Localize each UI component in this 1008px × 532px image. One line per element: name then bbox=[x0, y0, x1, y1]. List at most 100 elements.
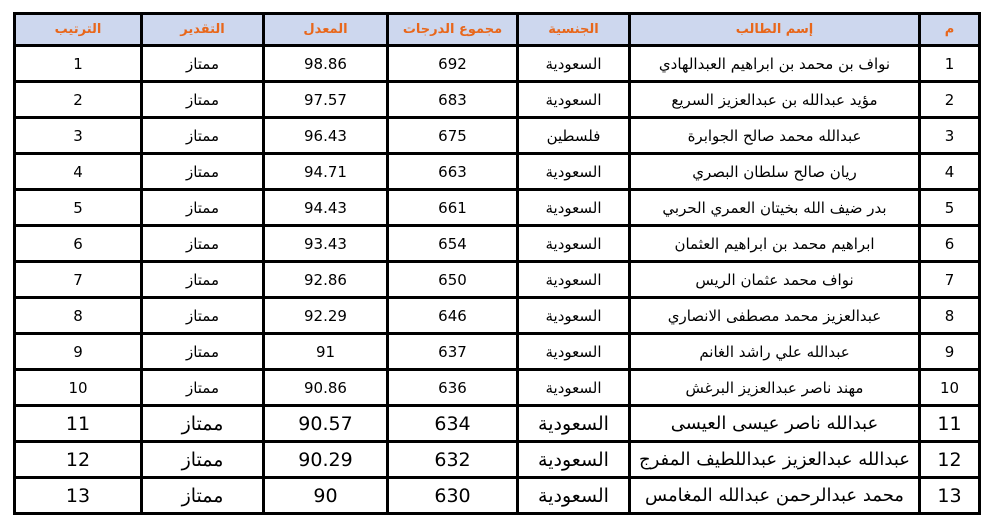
cell-nationality: السعودية bbox=[516, 80, 631, 119]
cell-name: عبدالله عبدالعزيز عبداللطيف المفرج bbox=[628, 440, 921, 479]
cell-nationality: السعودية bbox=[516, 476, 631, 515]
header-row: م إسم الطالب الجنسية مجموع الدرجات المعد… bbox=[13, 12, 981, 47]
cell-num: 12 bbox=[918, 440, 981, 479]
cell-total: 632 bbox=[386, 440, 519, 479]
students-table-container: م إسم الطالب الجنسية مجموع الدرجات المعد… bbox=[13, 12, 981, 515]
cell-name: عبدالعزيز محمد مصطفى الانصاري bbox=[628, 296, 921, 335]
cell-average: 98.86 bbox=[262, 44, 389, 83]
cell-rank: 1 bbox=[13, 44, 143, 83]
cell-nationality: السعودية bbox=[516, 188, 631, 227]
cell-total: 630 bbox=[386, 476, 519, 515]
table-row: 5 بدر ضيف الله بخيتان العمري الحربي السعود… bbox=[13, 188, 981, 227]
cell-grade: ممتاز bbox=[140, 332, 265, 371]
cell-total: 634 bbox=[386, 404, 519, 443]
cell-grade: ممتاز bbox=[140, 188, 265, 227]
cell-average: 94.43 bbox=[262, 188, 389, 227]
cell-average: 90.86 bbox=[262, 368, 389, 407]
table-body: 1 نواف بن محمد بن ابراهيم العبدالهادي السع… bbox=[13, 44, 981, 515]
cell-nationality: السعودية bbox=[516, 44, 631, 83]
cell-total: 654 bbox=[386, 224, 519, 263]
cell-total: 650 bbox=[386, 260, 519, 299]
cell-rank: 9 bbox=[13, 332, 143, 371]
cell-rank: 4 bbox=[13, 152, 143, 191]
cell-total: 683 bbox=[386, 80, 519, 119]
table-row: 13 محمد عبدالرحمن عبدالله المغامس السعودية… bbox=[13, 476, 981, 515]
cell-total: 663 bbox=[386, 152, 519, 191]
column-header-average: المعدل bbox=[262, 12, 389, 47]
cell-nationality: السعودية bbox=[516, 368, 631, 407]
cell-rank: 8 bbox=[13, 296, 143, 335]
cell-total: 692 bbox=[386, 44, 519, 83]
cell-rank: 2 bbox=[13, 80, 143, 119]
table-row: 9 عبدالله علي راشد الغانم السعودية 637 91 ممت… bbox=[13, 332, 981, 371]
table-row: 1 نواف بن محمد بن ابراهيم العبدالهادي السع… bbox=[13, 44, 981, 83]
table-row: 11 عبدالله ناصر عيسى العيسى السعودية 634 90.… bbox=[13, 404, 981, 443]
cell-num: 4 bbox=[918, 152, 981, 191]
cell-total: 646 bbox=[386, 296, 519, 335]
cell-name: ريان صالح سلطان البصري bbox=[628, 152, 921, 191]
cell-rank: 13 bbox=[13, 476, 143, 515]
cell-name: نواف محمد عثمان الريس bbox=[628, 260, 921, 299]
cell-average: 90.57 bbox=[262, 404, 389, 443]
cell-num: 11 bbox=[918, 404, 981, 443]
cell-num: 5 bbox=[918, 188, 981, 227]
cell-name: عبدالله محمد صالح الجوابرة bbox=[628, 116, 921, 155]
table-header: م إسم الطالب الجنسية مجموع الدرجات المعد… bbox=[13, 12, 981, 47]
cell-average: 90.29 bbox=[262, 440, 389, 479]
cell-grade: ممتاز bbox=[140, 116, 265, 155]
cell-average: 97.57 bbox=[262, 80, 389, 119]
cell-num: 13 bbox=[918, 476, 981, 515]
cell-total: 675 bbox=[386, 116, 519, 155]
cell-average: 92.29 bbox=[262, 296, 389, 335]
column-header-num: م bbox=[918, 12, 981, 47]
cell-total: 637 bbox=[386, 332, 519, 371]
cell-name: بدر ضيف الله بخيتان العمري الحربي bbox=[628, 188, 921, 227]
cell-rank: 6 bbox=[13, 224, 143, 263]
cell-rank: 5 bbox=[13, 188, 143, 227]
cell-nationality: السعودية bbox=[516, 296, 631, 335]
cell-rank: 7 bbox=[13, 260, 143, 299]
cell-nationality: السعودية bbox=[516, 152, 631, 191]
cell-name: عبدالله ناصر عيسى العيسى bbox=[628, 404, 921, 443]
cell-grade: ممتاز bbox=[140, 476, 265, 515]
cell-name: عبدالله علي راشد الغانم bbox=[628, 332, 921, 371]
column-header-total: مجموع الدرجات bbox=[386, 12, 519, 47]
cell-total: 636 bbox=[386, 368, 519, 407]
cell-grade: ممتاز bbox=[140, 224, 265, 263]
table-row: 10 مهند ناصر عبدالعزيز البرغش السعودية 636 9… bbox=[13, 368, 981, 407]
cell-num: 9 bbox=[918, 332, 981, 371]
cell-grade: ممتاز bbox=[140, 296, 265, 335]
table-row: 12 عبدالله عبدالعزيز عبداللطيف المفرج السع… bbox=[13, 440, 981, 479]
cell-name: ابراهيم محمد بن ابراهيم العثمان bbox=[628, 224, 921, 263]
column-header-rank: الترتيب bbox=[13, 12, 143, 47]
cell-num: 1 bbox=[918, 44, 981, 83]
column-header-grade: التقدير bbox=[140, 12, 265, 47]
students-table: م إسم الطالب الجنسية مجموع الدرجات المعد… bbox=[13, 12, 981, 515]
cell-grade: ممتاز bbox=[140, 80, 265, 119]
column-header-name: إسم الطالب bbox=[628, 12, 921, 47]
cell-rank: 11 bbox=[13, 404, 143, 443]
cell-average: 92.86 bbox=[262, 260, 389, 299]
table-row: 3 عبدالله محمد صالح الجوابرة فلسطين 675 96.4… bbox=[13, 116, 981, 155]
cell-name: نواف بن محمد بن ابراهيم العبدالهادي bbox=[628, 44, 921, 83]
table-row: 8 عبدالعزيز محمد مصطفى الانصاري السعودية 64… bbox=[13, 296, 981, 335]
cell-num: 3 bbox=[918, 116, 981, 155]
cell-grade: ممتاز bbox=[140, 368, 265, 407]
cell-nationality: السعودية bbox=[516, 224, 631, 263]
cell-rank: 12 bbox=[13, 440, 143, 479]
cell-num: 6 bbox=[918, 224, 981, 263]
cell-num: 7 bbox=[918, 260, 981, 299]
cell-average: 94.71 bbox=[262, 152, 389, 191]
cell-name: محمد عبدالرحمن عبدالله المغامس bbox=[628, 476, 921, 515]
cell-grade: ممتاز bbox=[140, 44, 265, 83]
cell-grade: ممتاز bbox=[140, 260, 265, 299]
table-row: 6 ابراهيم محمد بن ابراهيم العثمان السعودية… bbox=[13, 224, 981, 263]
cell-rank: 10 bbox=[13, 368, 143, 407]
table-row: 4 ريان صالح سلطان البصري السعودية 663 94.71 م… bbox=[13, 152, 981, 191]
cell-num: 8 bbox=[918, 296, 981, 335]
cell-nationality: السعودية bbox=[516, 404, 631, 443]
cell-num: 2 bbox=[918, 80, 981, 119]
column-header-nationality: الجنسية bbox=[516, 12, 631, 47]
cell-total: 661 bbox=[386, 188, 519, 227]
cell-average: 93.43 bbox=[262, 224, 389, 263]
